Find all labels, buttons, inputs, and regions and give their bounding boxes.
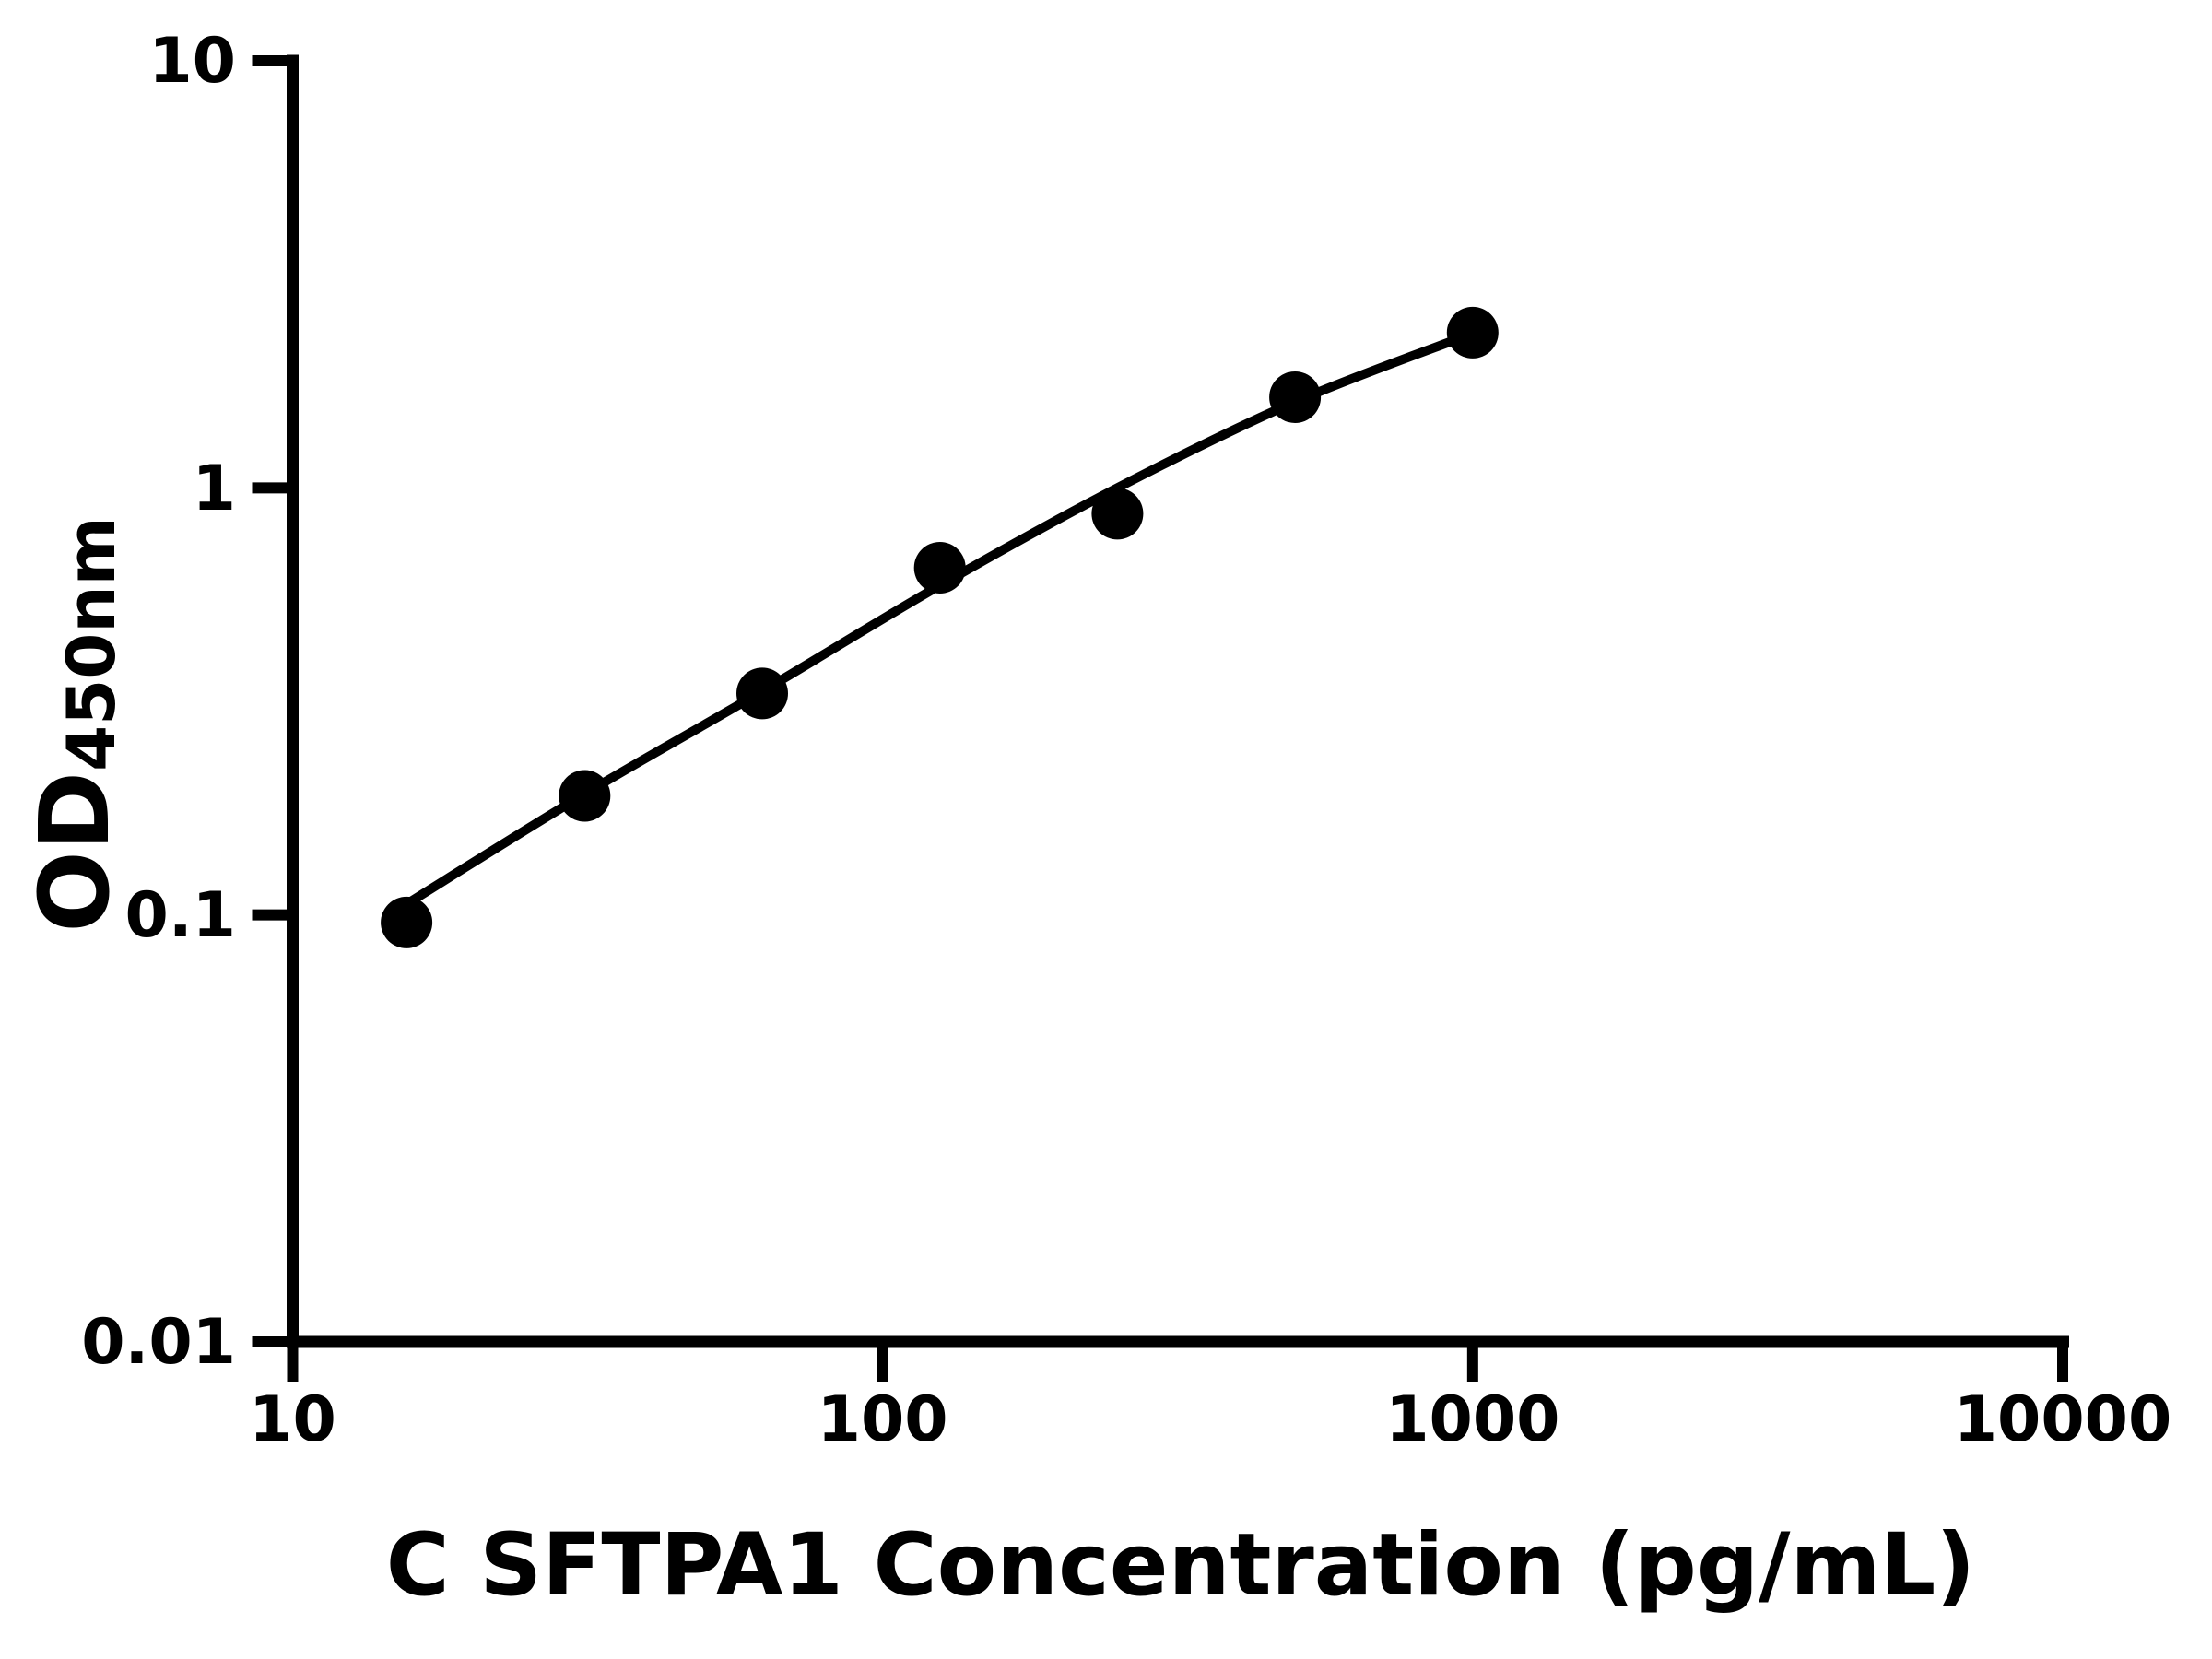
data-point-250: [1091, 488, 1144, 540]
y-tick-label-0.01: 0.01: [81, 1306, 236, 1380]
data-point-500: [1269, 371, 1322, 423]
x-tick-label-1000: 1000: [1385, 1383, 1560, 1456]
x-tick-label-10000: 10000: [1953, 1383, 2172, 1456]
data-point-15.6: [381, 896, 433, 948]
x-tick-label-100: 100: [817, 1383, 948, 1456]
data-point-31.25: [559, 770, 611, 822]
data-point-125: [913, 542, 966, 594]
y-tick-label-1: 1: [192, 452, 236, 525]
y-axis-title: OD450nm: [18, 516, 131, 932]
x-tick-label-10: 10: [249, 1383, 336, 1456]
fit-curve: [402, 328, 1477, 909]
data-point-1000: [1446, 306, 1499, 359]
y-tick-label-0.1: 0.1: [124, 878, 236, 952]
y-tick-label-10: 10: [148, 25, 236, 99]
y-axis-title-subscript: 450nm: [53, 516, 131, 771]
data-point-62.5: [736, 667, 788, 720]
x-axis-title: C SFTPA1 Concentration (pg/mL): [385, 1515, 1976, 1616]
